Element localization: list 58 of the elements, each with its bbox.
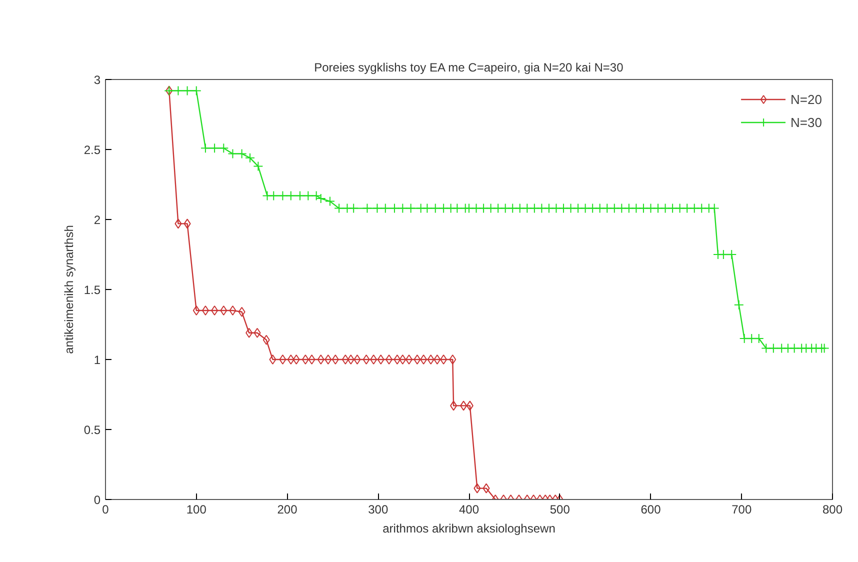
point [466, 400, 474, 411]
x-tick-label: 300 [368, 502, 388, 516]
point [377, 354, 384, 364]
point [229, 306, 236, 316]
point [246, 328, 253, 338]
y-tick-label: 1 [94, 353, 101, 367]
y-tick-label: 2 [94, 213, 101, 227]
y-axis-title: antikeimenikh synarthsh [62, 225, 76, 354]
point [308, 354, 316, 364]
point [302, 354, 309, 364]
point [386, 354, 393, 364]
x-axis-title: arithmos akribwn aksiologhsewn [382, 522, 556, 536]
point [414, 354, 421, 364]
point [211, 306, 218, 316]
x-tick-label: 0 [102, 502, 110, 516]
x-tick-label: 600 [640, 502, 662, 516]
point [287, 354, 294, 364]
point [324, 354, 332, 364]
y-tick-label: 2.5 [84, 143, 101, 157]
x-tick-label: 500 [550, 502, 570, 516]
point [220, 306, 228, 316]
point [449, 354, 456, 364]
point [440, 354, 448, 364]
point [262, 334, 270, 345]
point [317, 354, 324, 364]
legend-label: N=30 [790, 114, 822, 130]
point [420, 354, 428, 364]
point [450, 400, 458, 411]
point [460, 400, 468, 411]
point [362, 354, 370, 364]
point [406, 354, 413, 364]
x-tick-label: 800 [822, 502, 843, 516]
y-tick-label: 3 [94, 73, 101, 87]
x-tick-label: 400 [458, 502, 480, 516]
point [332, 354, 339, 364]
point [238, 306, 246, 317]
x-tick-label: 200 [277, 502, 298, 516]
x-tick-label: 700 [732, 502, 752, 516]
legend-label: N=20 [790, 92, 822, 106]
point [370, 354, 378, 364]
point [202, 306, 209, 316]
y-tick-label: 1.5 [84, 283, 101, 297]
point [354, 354, 361, 364]
y-tick-label: 0.5 [84, 423, 101, 437]
point [254, 328, 261, 338]
point [269, 354, 276, 364]
point [427, 354, 434, 364]
point [279, 354, 286, 364]
point [342, 354, 349, 364]
x-tick-label: 100 [186, 502, 207, 516]
point [347, 354, 354, 364]
point [292, 354, 300, 364]
point [399, 354, 406, 364]
point [394, 354, 401, 364]
y-tick-label: 0 [94, 493, 101, 507]
point [192, 306, 200, 316]
point [434, 354, 441, 364]
chart-title: Poreies sygklishs toy EA me C=apeiro, gia N=20 kai N=30 [314, 60, 624, 74]
